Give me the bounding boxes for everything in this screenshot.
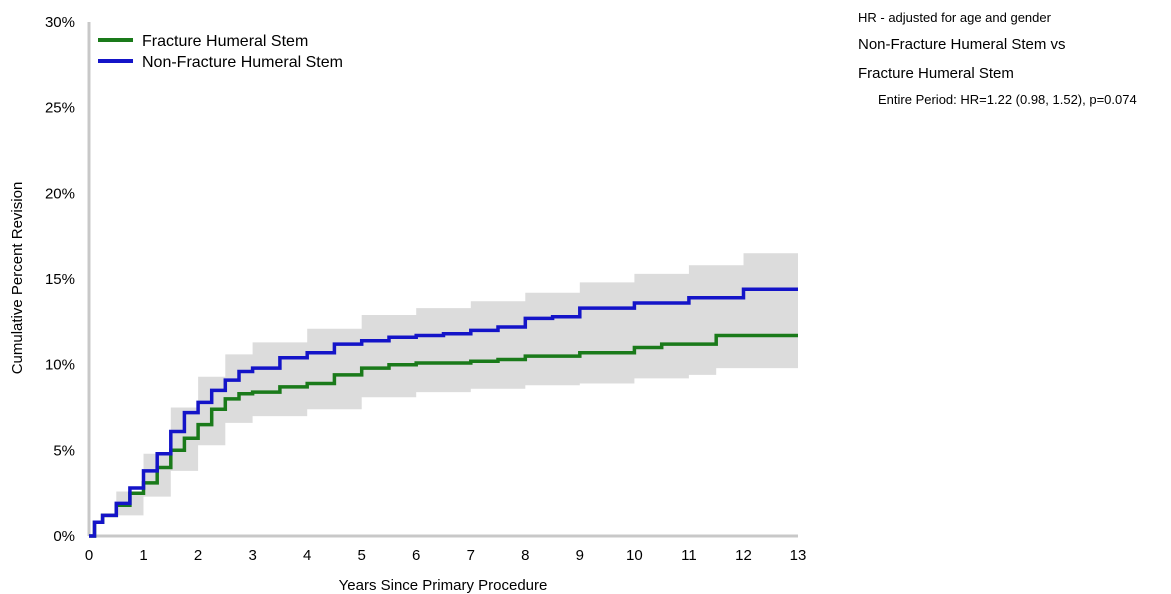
x-tick-label: 7 — [467, 547, 475, 564]
hr-entire-period: Entire Period: HR=1.22 (0.98, 1.52), p=0… — [878, 92, 1137, 107]
x-tick-label: 5 — [358, 547, 366, 564]
legend-label-non-fracture: Non-Fracture Humeral Stem — [142, 54, 343, 71]
confidence-band — [89, 248, 798, 536]
legend-label-fracture: Fracture Humeral Stem — [142, 33, 308, 50]
x-tick-label: 13 — [790, 547, 807, 564]
x-tick-label: 4 — [303, 547, 311, 564]
series-line-non-fracture — [89, 287, 798, 538]
hazard-ratio-panel: HR - adjusted for age and gender Non-Fra… — [858, 6, 1168, 112]
x-axis-title: Years Since Primary Procedure — [339, 577, 548, 594]
y-tick-label: 10% — [45, 357, 75, 374]
hr-comparison-line2: Fracture Humeral Stem — [858, 65, 1014, 82]
x-tick-label: 9 — [576, 547, 584, 564]
x-tick-label: 12 — [735, 547, 752, 564]
hr-title: HR - adjusted for age and gender — [858, 10, 1051, 25]
y-tick-label: 30% — [45, 14, 75, 31]
x-tick-labels: 0 1 2 3 4 5 6 7 8 9 10 11 12 13 — [85, 547, 807, 564]
series-layer — [89, 287, 798, 538]
legend: Fracture Humeral Stem Non-Fracture Humer… — [98, 33, 343, 71]
x-tick-label: 2 — [194, 547, 202, 564]
confidence-band-layer — [89, 248, 798, 536]
x-tick-label: 11 — [681, 547, 697, 564]
axes-layer — [87, 22, 798, 538]
y-tick-label: 20% — [45, 185, 75, 202]
y-tick-labels: 0% 5% 10% 15% 20% 25% 30% — [45, 14, 75, 545]
x-tick-label: 6 — [412, 547, 420, 564]
y-tick-label: 0% — [53, 528, 75, 545]
y-tick-label: 25% — [45, 100, 75, 117]
y-axis-title: Cumulative Percent Revision — [9, 182, 26, 375]
y-tick-label: 5% — [53, 442, 75, 459]
x-tick-label: 10 — [626, 547, 643, 564]
x-tick-label: 8 — [521, 547, 529, 564]
x-tick-label: 1 — [139, 547, 147, 564]
x-tick-label: 0 — [85, 547, 93, 564]
x-tick-label: 3 — [248, 547, 256, 564]
y-tick-label: 15% — [45, 271, 75, 288]
hr-comparison-line1: Non-Fracture Humeral Stem vs — [858, 36, 1066, 53]
